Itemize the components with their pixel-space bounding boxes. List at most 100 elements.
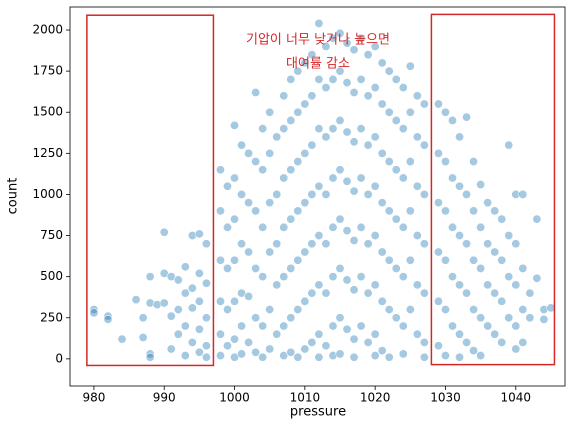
data-point (398, 222, 408, 232)
data-point (440, 351, 450, 361)
data-point (412, 181, 422, 191)
data-point (286, 347, 296, 357)
data-point (187, 231, 197, 241)
data-point (462, 112, 472, 122)
data-point (201, 278, 211, 288)
data-point (117, 334, 127, 344)
data-point (258, 321, 268, 331)
y-tick-label: 500 (40, 269, 63, 283)
data-point (455, 329, 465, 339)
data-point (314, 329, 324, 339)
data-point (279, 124, 289, 134)
data-point (384, 157, 394, 167)
data-point (391, 165, 401, 175)
data-point (419, 337, 429, 347)
data-point (476, 313, 486, 323)
data-point (244, 291, 254, 301)
data-point (237, 349, 247, 359)
data-point (405, 157, 415, 167)
data-point (293, 107, 303, 117)
data-point (398, 349, 408, 359)
data-point (173, 275, 183, 285)
y-tick-label: 1500 (32, 105, 63, 119)
data-point (433, 341, 443, 351)
data-point (342, 38, 352, 48)
data-point (258, 272, 268, 282)
y-tick-label: 250 (40, 310, 63, 324)
data-point (335, 115, 345, 125)
data-point (258, 165, 268, 175)
data-point (180, 288, 190, 298)
data-point (539, 305, 549, 315)
data-point (258, 352, 268, 362)
data-point (483, 280, 493, 290)
data-point (476, 263, 486, 273)
data-point (518, 263, 528, 273)
data-point (307, 239, 317, 249)
data-point (363, 189, 373, 199)
data-point (145, 272, 155, 282)
data-point (419, 352, 429, 362)
data-point (293, 157, 303, 167)
data-point (447, 222, 457, 232)
data-point (286, 313, 296, 323)
data-point (363, 50, 373, 60)
data-point (433, 296, 443, 306)
data-point (419, 288, 429, 298)
data-point (433, 198, 443, 208)
data-point (391, 214, 401, 224)
data-point (356, 124, 366, 134)
data-point (201, 313, 211, 323)
data-point (251, 206, 261, 216)
highlight-region (86, 14, 215, 367)
data-point (187, 337, 197, 347)
axes-frame (69, 6, 566, 387)
data-point (433, 247, 443, 257)
data-point (377, 198, 387, 208)
data-point (215, 351, 225, 361)
data-point (342, 78, 352, 88)
data-point (328, 351, 338, 361)
data-point (230, 255, 240, 265)
data-point (265, 247, 275, 257)
data-point (462, 337, 472, 347)
data-point (356, 173, 366, 183)
data-point (279, 91, 289, 101)
data-point (180, 351, 190, 361)
x-tick-label: 990 (153, 391, 176, 405)
x-tick-label: 980 (82, 391, 105, 405)
data-point (244, 198, 254, 208)
data-point (377, 247, 387, 257)
data-point (152, 300, 162, 310)
data-point (483, 321, 493, 331)
data-point (532, 273, 542, 283)
data-point (384, 66, 394, 76)
data-point (230, 296, 240, 306)
data-point (187, 283, 197, 293)
data-point (511, 189, 521, 199)
data-point (314, 280, 324, 290)
data-point (398, 124, 408, 134)
data-point (363, 239, 373, 249)
data-point (377, 296, 387, 306)
data-point (356, 33, 366, 43)
data-point (328, 74, 338, 84)
data-point (223, 305, 233, 315)
data-point (419, 140, 429, 150)
data-point (230, 214, 240, 224)
data-point (251, 263, 261, 273)
data-point (476, 222, 486, 232)
data-point (265, 107, 275, 117)
data-point (490, 247, 500, 257)
data-point (321, 288, 331, 298)
x-axis-label: pressure (290, 405, 346, 420)
data-point (370, 132, 380, 142)
y-tick-label: 2000 (32, 23, 63, 37)
data-point (215, 206, 225, 216)
data-point (462, 288, 472, 298)
data-point (328, 222, 338, 232)
data-point (300, 198, 310, 208)
data-point (412, 91, 422, 101)
data-point (335, 313, 345, 323)
data-point (258, 222, 268, 232)
